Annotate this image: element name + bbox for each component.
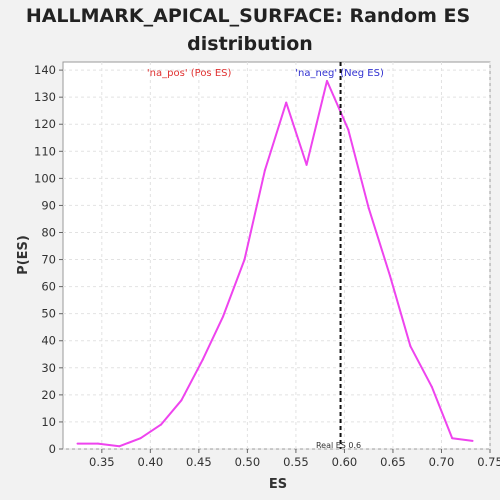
x-axis-label: ES [269,477,287,492]
data-point [367,207,370,210]
data-point [409,345,412,348]
x-tick-label: 0.75 [477,455,500,469]
data-point [139,437,142,440]
x-tick-label: 0.40 [138,455,164,469]
y-axis-label: P(ES) [16,235,31,275]
reference-line-layer: Real ES 0.6 [316,62,361,450]
y-tick-label: 90 [41,198,56,212]
data-point [389,274,392,277]
data-point [201,358,204,361]
y-tick-label: 110 [34,144,56,158]
annotations: 'na_pos' (Pos ES) 'na_neg' (Neg ES) [147,68,384,79]
y-tick-label: 30 [41,361,56,375]
annotation-label: 'na_neg' (Neg ES) [295,68,384,79]
real-es-label: Real ES 0.6 [316,441,361,450]
data-point [222,315,225,318]
data-point [347,128,350,131]
data-point [118,445,121,448]
y-tick-label: 40 [41,334,56,348]
data-point [243,258,246,261]
grid-lines [63,62,491,450]
x-tick-label: 0.45 [186,455,212,469]
x-tick-label: 0.55 [283,455,309,469]
chart-title-line-1: HALLMARK_APICAL_SURFACE: Random ES [26,5,470,27]
series-layer [76,79,474,448]
es-distribution-line [77,79,473,448]
y-tick-label: 10 [41,415,56,429]
x-tick-label: 0.50 [235,455,261,469]
data-point [180,399,183,402]
y-tick-label: 100 [34,171,56,185]
y-axis-ticks: 0 10 20 30 40 50 60 70 80 90 100 110 120 130 140 [34,63,63,456]
y-tick-label: 50 [41,307,56,321]
annotation-label: 'na_pos' (Pos ES) [147,68,232,79]
data-point [471,439,474,442]
data-point [430,385,433,388]
data-point [305,163,308,166]
plot-area [62,61,491,450]
data-point [263,169,266,172]
x-tick-label: 0.35 [89,455,115,469]
y-tick-label: 140 [34,63,56,77]
y-tick-label: 0 [49,442,56,456]
data-point [285,101,288,104]
y-tick-label: 70 [41,253,56,267]
data-point [325,79,328,82]
data-point [451,437,454,440]
y-tick-label: 20 [41,388,56,402]
x-tick-label: 0.70 [429,455,455,469]
x-axis-ticks: 0.35 0.40 0.45 0.50 0.55 0.60 0.65 0.70 0.75 [89,449,500,469]
y-tick-label: 120 [34,117,56,131]
y-tick-label: 60 [41,280,56,294]
y-tick-label: 130 [34,90,56,104]
data-point [96,442,99,445]
y-tick-label: 80 [41,225,56,239]
chart-title-line-2: distribution [187,33,313,55]
data-point [76,442,79,445]
x-tick-label: 0.60 [332,455,358,469]
x-tick-label: 0.65 [380,455,406,469]
data-point [160,423,163,426]
